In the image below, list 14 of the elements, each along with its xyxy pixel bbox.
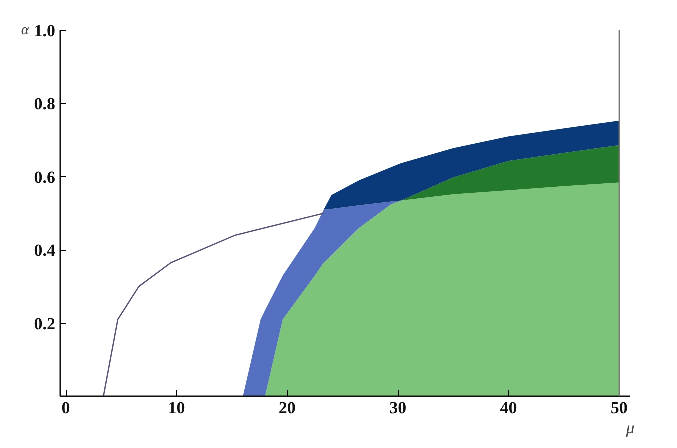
y-tick-label: 1.0 [34,22,56,40]
y-tick-label: 0.8 [34,94,56,114]
x-tick-label: 20 [278,398,296,418]
x-tick-label: 50 [610,398,628,418]
y-axis-title: α [21,22,30,38]
x-tick-label: 0 [62,398,70,418]
y-tick-label: 0.4 [34,241,56,260]
x-axis-title: μ [625,418,635,438]
x-tick-label: 30 [390,398,407,418]
y-tick-label: 0.2 [34,314,56,334]
x-tick-label: 40 [500,398,518,418]
line-series [103,212,325,396]
x-tick-label: 10 [168,398,186,418]
y-tick-label: 0.6 [34,168,56,187]
